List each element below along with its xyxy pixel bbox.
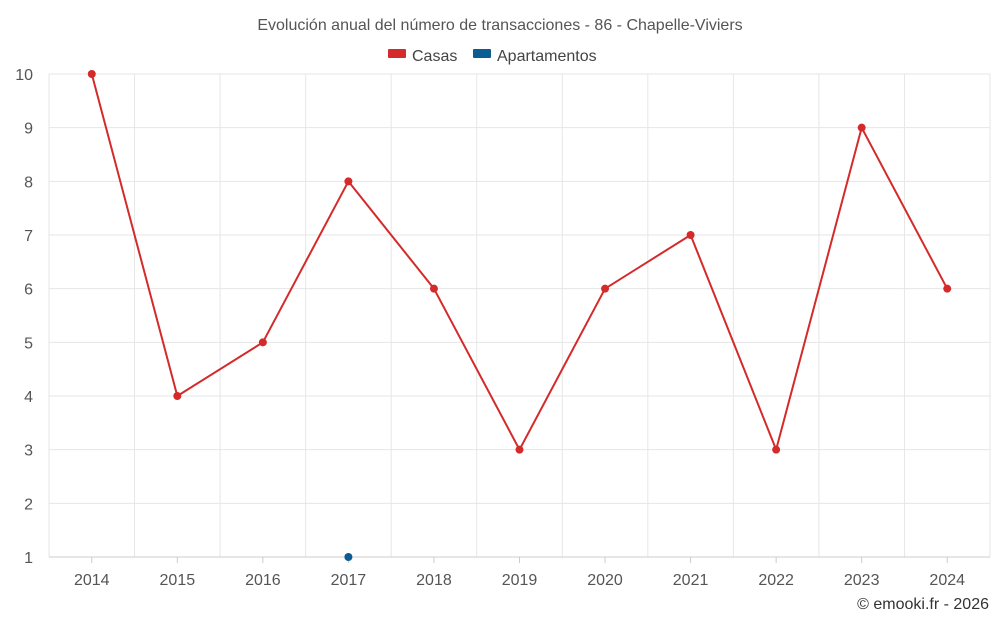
x-tick-label: 2023 — [844, 572, 880, 589]
x-tick-label: 2020 — [587, 572, 623, 589]
grid — [48, 73, 991, 557]
legend-swatch-apartamentos — [473, 49, 491, 58]
data-point-casas-2018[interactable] — [429, 284, 438, 293]
x-tick-label: 2014 — [74, 572, 110, 589]
y-tick-label: 10 — [15, 67, 33, 84]
y-tick-label: 7 — [24, 228, 33, 245]
data-point-casas-2017[interactable] — [344, 177, 353, 186]
data-point-casas-2024[interactable] — [943, 284, 952, 293]
series — [87, 70, 952, 561]
credit-text: © emooki.fr - 2026 — [857, 596, 989, 613]
legend-label-casas[interactable]: Casas — [412, 48, 457, 65]
y-tick-label: 6 — [24, 282, 33, 299]
chart-title: Evolución anual del número de transaccio… — [257, 17, 742, 34]
y-tick-label: 3 — [24, 443, 33, 460]
x-tick-label: 2022 — [758, 572, 794, 589]
x-tick-label: 2019 — [502, 572, 538, 589]
data-point-casas-2021[interactable] — [686, 231, 695, 239]
data-point-apartamentos-2017[interactable] — [344, 553, 353, 561]
x-tick-label: 2024 — [929, 572, 965, 589]
y-tick-label: 5 — [24, 335, 33, 352]
y-tick-label: 9 — [24, 121, 33, 138]
legend-label-apartamentos[interactable]: Apartamentos — [497, 48, 597, 65]
y-tick-label: 2 — [24, 496, 33, 513]
data-point-casas-2023[interactable] — [857, 123, 866, 132]
data-point-casas-2015[interactable] — [173, 392, 182, 400]
x-tick-label: 2018 — [416, 572, 452, 589]
y-axis-ticks: 1 2 3 4 5 6 7 8 9 10 — [15, 67, 33, 567]
data-point-casas-2014[interactable] — [87, 70, 96, 78]
data-point-casas-2020[interactable] — [601, 284, 610, 293]
x-tick-label: 2021 — [673, 572, 709, 589]
x-axis-ticks: 2014 2015 2016 2017 2018 2019 2020 2021 2022 2023… — [49, 556, 990, 589]
series-apartamentos — [344, 553, 353, 561]
y-tick-label: 4 — [24, 389, 33, 406]
y-tick-label: 1 — [24, 550, 33, 567]
legend-swatch-casas — [388, 49, 406, 58]
x-tick-label: 2015 — [160, 572, 196, 589]
series-casas — [87, 70, 952, 454]
y-tick-label: 8 — [24, 174, 33, 191]
x-tick-label: 2017 — [331, 572, 367, 589]
data-point-casas-2016[interactable] — [258, 338, 267, 347]
legend: Casas Apartamentos — [388, 48, 597, 65]
x-tick-label: 2016 — [245, 572, 281, 589]
data-point-casas-2022[interactable] — [772, 445, 781, 454]
data-point-casas-2019[interactable] — [515, 445, 524, 454]
